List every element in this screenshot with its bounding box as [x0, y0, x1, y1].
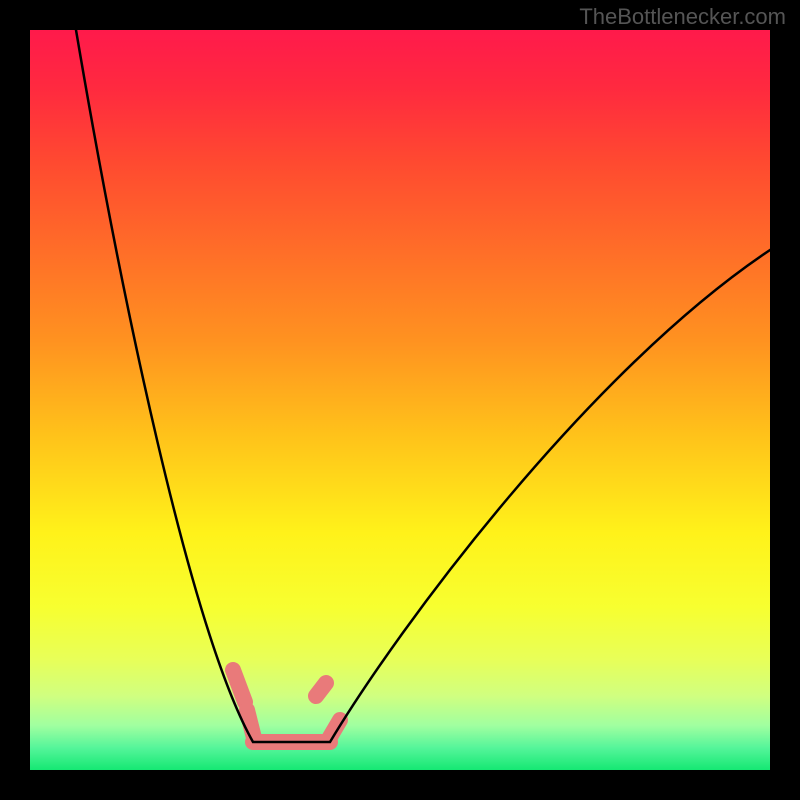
plot-area — [30, 30, 770, 770]
curve-layer — [30, 30, 770, 770]
bottleneck-curve — [76, 30, 770, 742]
flat-bottom-marker — [233, 670, 340, 742]
watermark-text: TheBottlenecker.com — [579, 4, 786, 30]
chart-root: TheBottlenecker.com — [0, 0, 800, 800]
